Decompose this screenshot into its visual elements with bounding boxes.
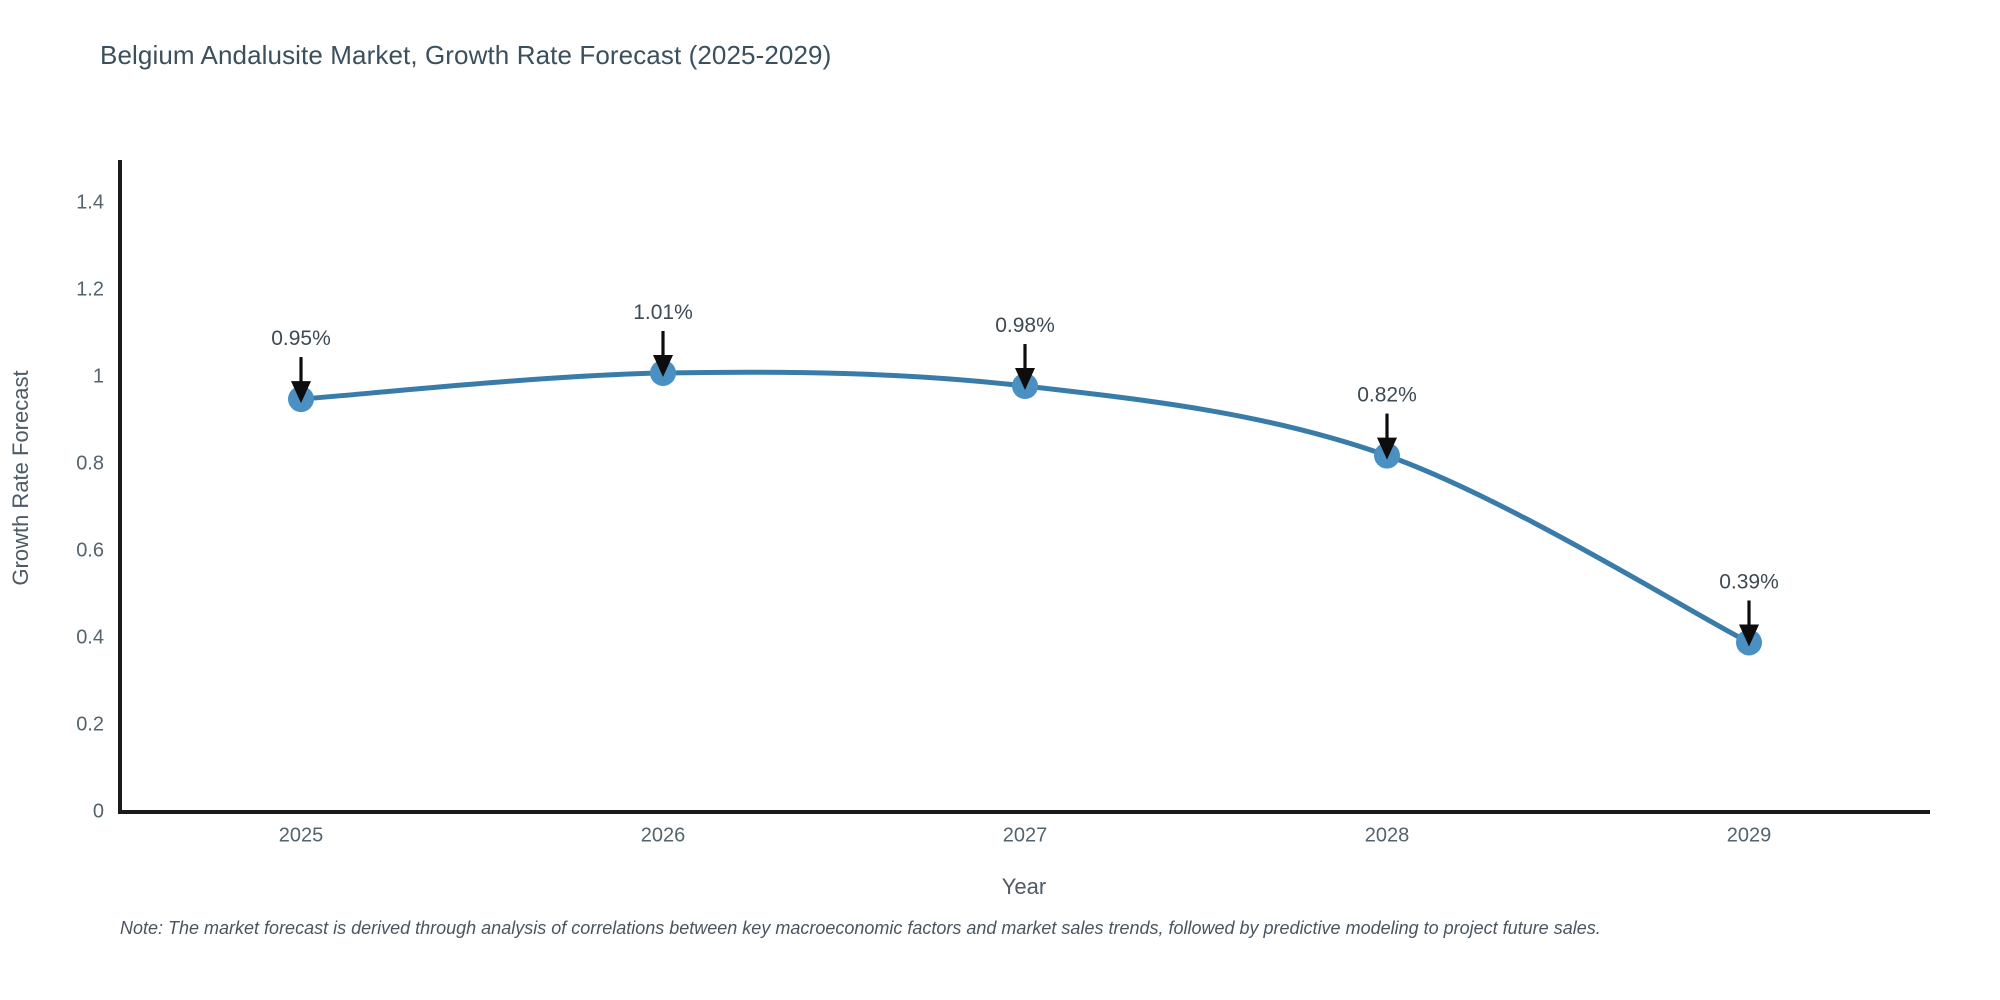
y-tick-label: 0.2 [76,713,104,735]
x-tick-label: 2025 [279,825,324,847]
data-point-label: 1.01% [633,301,693,324]
x-axis-title: Year [1002,874,1046,899]
y-tick-label: 1 [93,366,104,388]
y-tick-label: 0.4 [76,626,104,648]
annotation-arrow-head [291,381,311,404]
y-axis-tick-labels: 0 0.2 0.4 0.6 0.8 1 1.2 1.4 [76,192,104,823]
data-point-label: 0.39% [1719,570,1779,593]
x-axis-tick-labels: 2025 2026 2027 2028 2029 [279,825,1772,847]
y-tick-label: 1.4 [76,192,104,214]
y-tick-label: 0.8 [76,453,104,475]
forecast-line-series [298,369,1752,645]
data-point-label: 0.98% [995,314,1055,337]
chart-footnote: Note: The market forecast is derived thr… [120,918,1601,938]
x-tick-label: 2026 [641,825,686,847]
y-tick-label: 0 [93,800,104,822]
y-axis-title: Growth Rate Forecast [8,370,33,585]
annotation-arrow-head [1739,624,1759,647]
x-tick-label: 2027 [1003,825,1048,847]
annotation-arrow-head [1015,368,1035,391]
annotation-arrow-head [1377,437,1397,460]
data-point-labels: 0.95% 1.01% 0.98% 0.82% 0.39% [271,301,1779,593]
data-point-markers [288,359,1762,656]
annotation-arrow-head [653,354,673,377]
chart-title: Belgium Andalusite Market, Growth Rate F… [100,40,832,70]
y-tick-label: 1.2 [76,279,104,301]
data-point-label: 0.82% [1357,384,1417,407]
x-tick-label: 2028 [1365,825,1410,847]
data-point-label: 0.95% [271,327,331,350]
x-tick-label: 2029 [1727,825,1772,847]
annotation-arrows [291,330,1759,647]
y-tick-label: 0.6 [76,539,104,561]
